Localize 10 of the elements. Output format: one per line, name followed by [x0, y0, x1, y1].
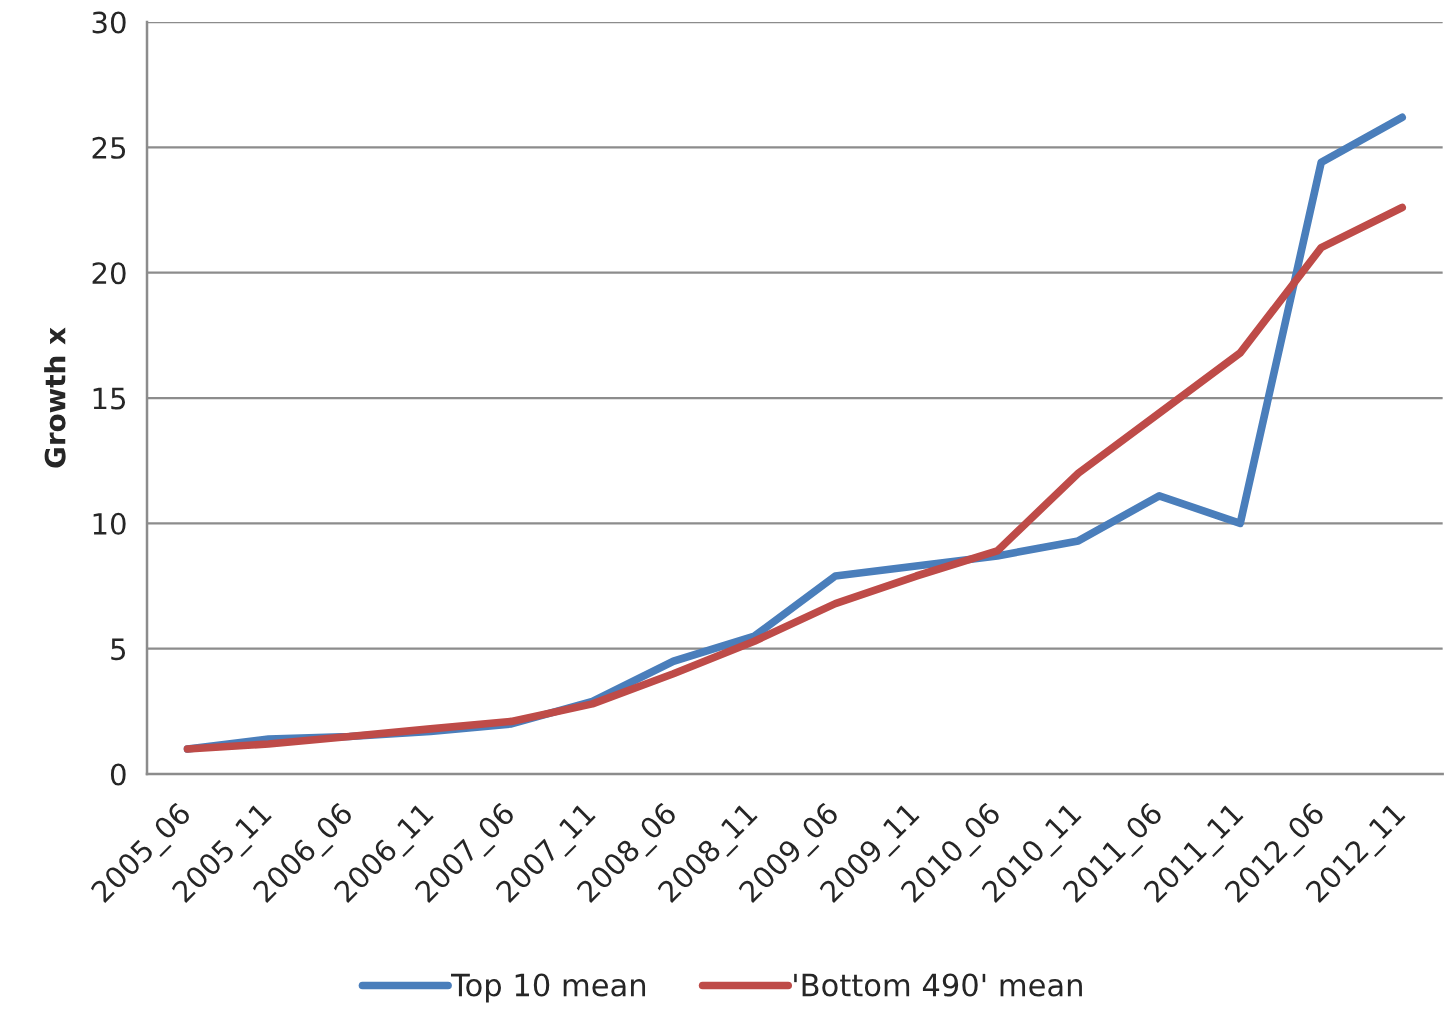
y-tick-label: 30: [92, 11, 126, 34]
y-tick-label: 10: [93, 512, 126, 535]
legend-label: 'Bottom 490' mean: [794, 973, 1082, 997]
y-tick-label: 25: [92, 136, 126, 159]
legend-label: Top 10 mean: [451, 973, 646, 1003]
y-tick-label: 15: [93, 387, 126, 410]
y-tick-label: 20: [92, 262, 126, 285]
y-tick-label: 0: [110, 763, 126, 786]
y-tick-label: 5: [111, 638, 126, 661]
y-axis-title: Growth x: [44, 327, 66, 468]
